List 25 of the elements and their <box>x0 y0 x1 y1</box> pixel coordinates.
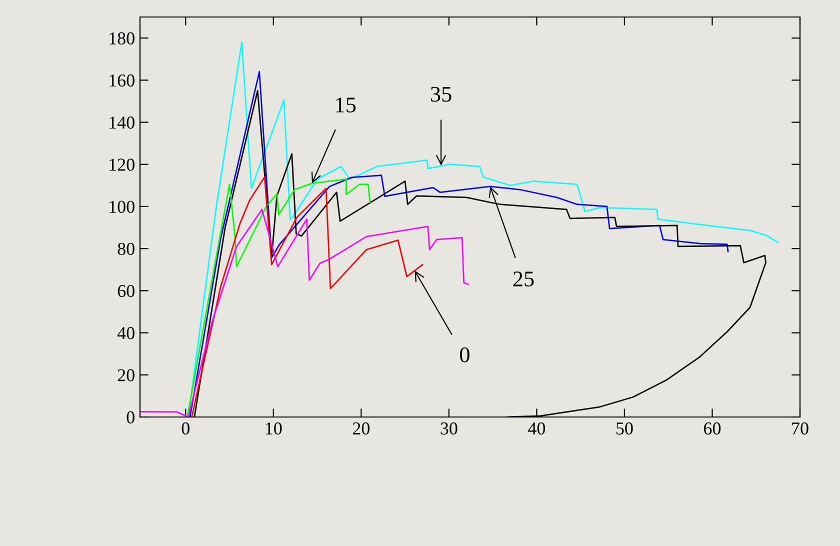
annotation: 35 <box>430 86 452 102</box>
x-tick-label: 10 <box>266 422 282 435</box>
y-tick-label: 0 <box>126 411 134 424</box>
x-tick-label: 20 <box>352 422 370 435</box>
x-tick-label: 50 <box>616 422 633 435</box>
y-tick-label: 100 <box>110 200 134 213</box>
x-tick-label: 40 <box>528 422 546 435</box>
y-tick-label: 160 <box>110 74 134 87</box>
annotation: 25 <box>513 272 534 286</box>
y-tick-label: 180 <box>110 32 134 44</box>
annotation: 15 <box>336 98 356 112</box>
annotation: 0 <box>460 347 470 362</box>
line-series <box>191 176 424 417</box>
y-tick-label: 60 <box>118 284 134 298</box>
y-tick-label: 80 <box>118 242 134 256</box>
x-tick-label: 70 <box>792 422 808 435</box>
x-tick-label: 60 <box>704 422 721 435</box>
y-tick-label: 120 <box>110 158 134 171</box>
y-tick-label: 140 <box>110 116 134 129</box>
x-tick-label: 0 <box>182 422 190 435</box>
line-series <box>186 178 371 417</box>
line-series <box>140 208 469 417</box>
x-tick-label: 30 <box>440 422 458 435</box>
y-tick-label: 20 <box>118 369 134 382</box>
y-tick-label: 40 <box>117 327 134 340</box>
